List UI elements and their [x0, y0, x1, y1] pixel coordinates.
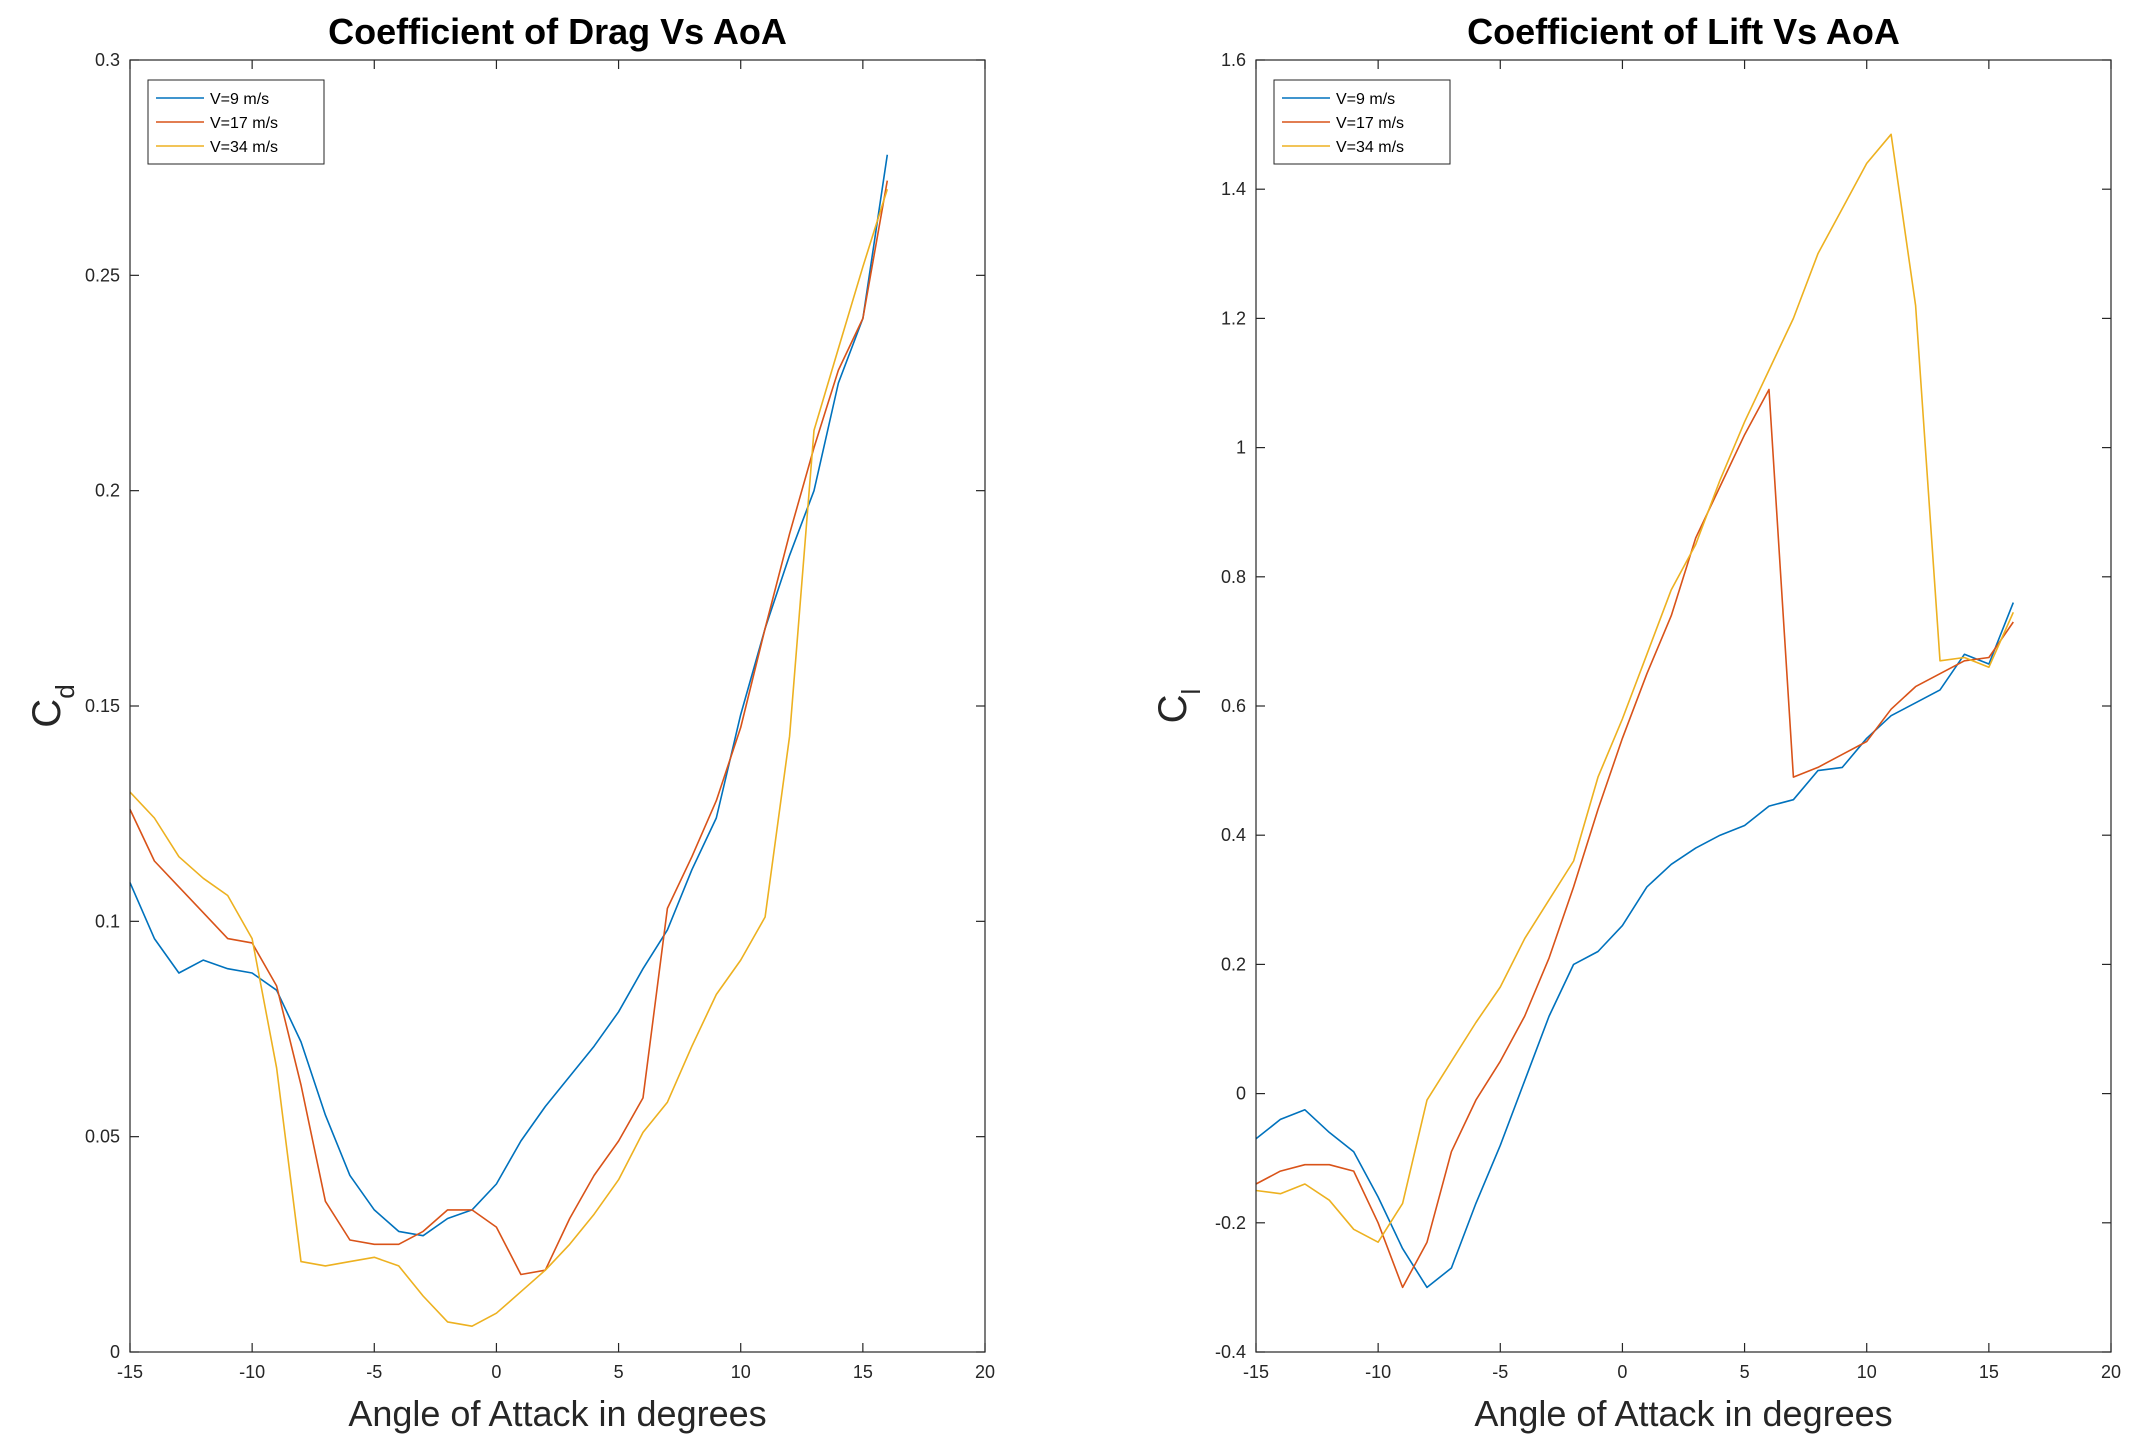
drag-ytick-label: 0.25 — [85, 265, 120, 285]
drag-chart-ylabel-sub: d — [50, 684, 80, 698]
lift-legend-label-0: V=9 m/s — [1336, 91, 1395, 108]
lift-ytick-label: 1.6 — [1221, 50, 1246, 70]
drag-legend-label-2: V=34 m/s — [210, 139, 278, 156]
drag-xtick-label: -10 — [239, 1362, 265, 1382]
drag-ytick-label: 0.2 — [95, 481, 120, 501]
lift-series-lines — [1255, 133, 2015, 1289]
lift-xtick-label: 15 — [1979, 1362, 1999, 1382]
lift-legend-label-2: V=34 m/s — [1336, 139, 1404, 156]
drag-ytick-label: 0.15 — [85, 696, 120, 716]
lift-ytick-label: 1.4 — [1221, 179, 1246, 199]
drag-ytick-label: 0.05 — [85, 1127, 120, 1147]
lift-chart-ylabel: Cl — [1151, 689, 1206, 724]
drag-ytick-label: 0 — [110, 1342, 120, 1362]
lift-xtick-label: 10 — [1857, 1362, 1877, 1382]
lift-chart-ylabel-sub: l — [1176, 689, 1206, 695]
drag-legend: V=9 m/s V=17 m/s V=34 m/s — [147, 79, 325, 165]
lift-series-line-0 — [1255, 602, 2015, 1289]
drag-chart-title: Coefficient of Drag Vs AoA — [328, 11, 787, 52]
lift-chart: Coefficient of Lift Vs AoA Angle of Atta… — [1151, 11, 2121, 1434]
lift-ytick-label: 0 — [1236, 1084, 1246, 1104]
lift-xtick-label: 0 — [1617, 1362, 1627, 1382]
drag-xtick-label: -5 — [366, 1362, 382, 1382]
lift-legend-label-1: V=17 m/s — [1336, 115, 1404, 132]
lift-ytick-label: -0.2 — [1215, 1213, 1246, 1233]
drag-legend-label-1: V=17 m/s — [210, 115, 278, 132]
lift-ytick-label: 0.2 — [1221, 954, 1246, 974]
lift-chart-xlabel: Angle of Attack in degrees — [1474, 1393, 1892, 1434]
drag-xtick-label: 0 — [491, 1362, 501, 1382]
drag-series-lines — [129, 154, 889, 1327]
drag-legend-label-0: V=9 m/s — [210, 91, 269, 108]
lift-chart-ylabel-main: C — [1151, 694, 1195, 723]
lift-ytick-label: 0.6 — [1221, 696, 1246, 716]
drag-chart-ylabel-main: C — [25, 699, 69, 728]
drag-ytick-label: 0.3 — [95, 50, 120, 70]
lift-ytick-label: -0.4 — [1215, 1342, 1246, 1362]
drag-xtick-label: 15 — [853, 1362, 873, 1382]
drag-xtick-label: 10 — [731, 1362, 751, 1382]
lift-ytick-label: 1 — [1236, 438, 1246, 458]
lift-ytick-label: 0.4 — [1221, 825, 1246, 845]
lift-xtick-label: 20 — [2101, 1362, 2121, 1382]
lift-xtick-label: -15 — [1243, 1362, 1269, 1382]
lift-xtick-label: -5 — [1492, 1362, 1508, 1382]
lift-series-line-2 — [1255, 133, 2015, 1243]
drag-chart: Coefficient of Drag Vs AoA Angle of Atta… — [25, 11, 995, 1434]
drag-xtick-label: 20 — [975, 1362, 995, 1382]
drag-xtick-label: 5 — [614, 1362, 624, 1382]
lift-series-line-1 — [1255, 388, 2014, 1289]
lift-chart-title: Coefficient of Lift Vs AoA — [1467, 11, 1900, 52]
lift-ytick-label: 1.2 — [1221, 308, 1246, 328]
lift-legend: V=9 m/s V=17 m/s V=34 m/s — [1273, 79, 1451, 165]
drag-ytick-label: 0.1 — [95, 911, 120, 931]
drag-series-line-2 — [129, 188, 889, 1327]
lift-xtick-label: -10 — [1365, 1362, 1391, 1382]
lift-ytick-label: 0.8 — [1221, 567, 1246, 587]
drag-xtick-label: -15 — [117, 1362, 143, 1382]
drag-chart-ylabel: Cd — [25, 684, 80, 727]
drag-series-line-1 — [129, 180, 889, 1276]
lift-xtick-label: 5 — [1740, 1362, 1750, 1382]
drag-chart-xlabel: Angle of Attack in degrees — [348, 1393, 766, 1434]
